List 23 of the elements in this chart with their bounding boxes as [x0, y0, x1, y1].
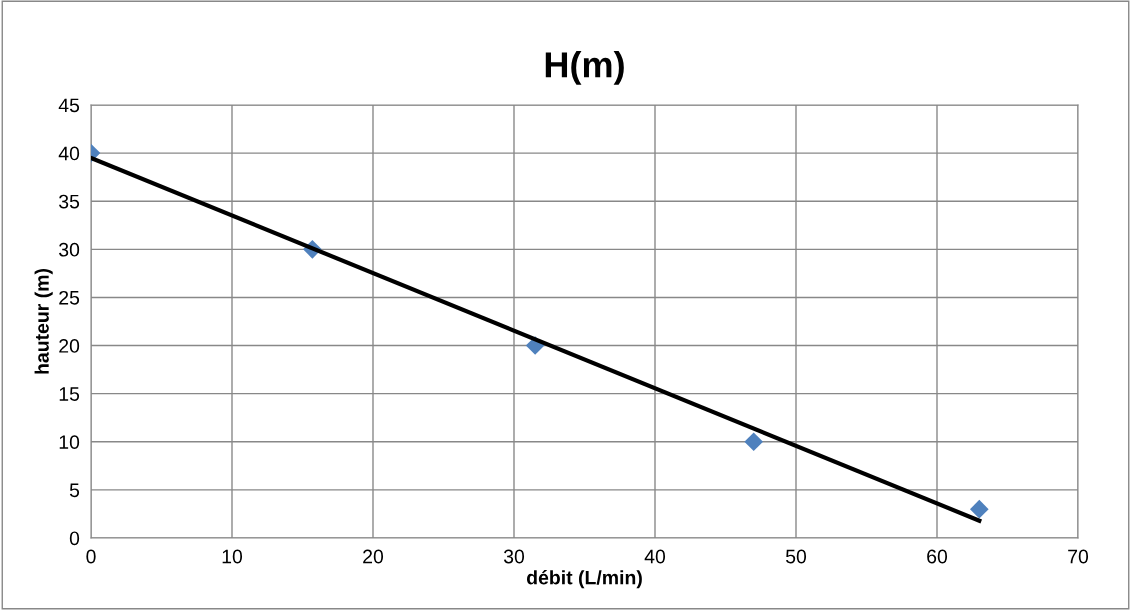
point [744, 432, 764, 452]
x-tick-label: 10 [222, 549, 243, 564]
x-tick-label: 70 [1068, 549, 1089, 564]
y-tick-label: 10 [59, 435, 80, 450]
x-tick-label: 50 [785, 549, 807, 564]
y-tick-label: 20 [59, 339, 80, 353]
point [969, 499, 989, 519]
x-tick-label: 60 [927, 549, 948, 564]
y-tick-label: 5 [69, 483, 80, 498]
y-tick-label: 30 [59, 242, 80, 257]
y-tick-label: 40 [58, 146, 80, 161]
y-tick-label: 25 [59, 290, 80, 305]
y-tick-label: 35 [59, 194, 80, 209]
y-tick-label: 0 [69, 531, 80, 546]
x-tick-label: 20 [363, 549, 384, 564]
x-tick-label: 40 [644, 549, 666, 564]
x-tick-label: 0 [86, 549, 96, 564]
y-axis-title: hauteur (m) [34, 268, 53, 374]
x-axis-title: débit (L/min) [526, 570, 642, 589]
y-tick-label: 15 [59, 387, 80, 401]
y-tick-label: 45 [58, 98, 80, 113]
chart-title: H(m) [545, 51, 624, 85]
x-tick-label: 30 [503, 549, 525, 564]
